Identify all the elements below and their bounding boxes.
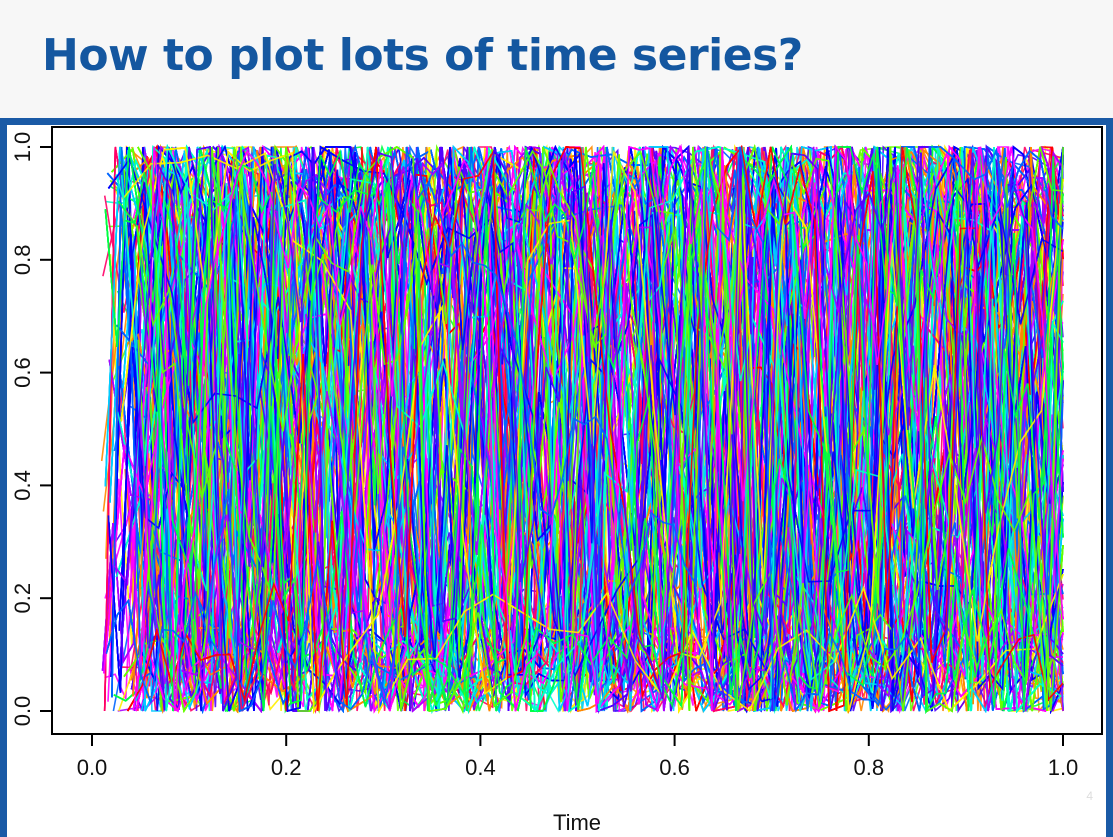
y-tick-label: 0.2 — [10, 583, 35, 614]
x-tick-label: 0.0 — [77, 755, 108, 780]
slide-header: How to plot lots of time series? — [0, 0, 1113, 118]
series-line — [120, 144, 1064, 714]
y-tick-label: 1.0 — [10, 132, 35, 163]
series-line — [148, 146, 1064, 712]
series-line — [132, 144, 1064, 712]
slide-number: 4 — [1086, 789, 1093, 803]
y-tick-label: 0.4 — [10, 470, 35, 501]
x-tick-label: 0.6 — [659, 755, 690, 780]
series-line — [108, 146, 1064, 714]
series-line — [127, 145, 1064, 713]
x-tick-label: 0.8 — [854, 755, 885, 780]
axes-layer: 0.0 0.2 0.4 0.6 0.8 1.0 0.0 0.2 0.4 0.6 0.8 1.0 — [10, 132, 1078, 780]
y-tick-label: 0.0 — [10, 696, 35, 727]
series-line — [118, 146, 1064, 712]
y-tick-label: 0.8 — [10, 245, 35, 276]
series-layer — [100, 143, 1064, 715]
series-line — [136, 146, 1064, 712]
x-tick-label: 0.4 — [465, 755, 496, 780]
series-line — [121, 152, 1064, 714]
x-axis-title: Time — [553, 810, 601, 835]
slide-title: How to plot lots of time series? — [42, 30, 803, 81]
x-tick-label: 0.2 — [271, 755, 302, 780]
series-line — [105, 146, 1064, 713]
y-tick-label: 0.6 — [10, 357, 35, 388]
series-line — [124, 146, 1064, 714]
series-line — [111, 146, 1064, 713]
x-tick-label: 1.0 — [1048, 755, 1079, 780]
